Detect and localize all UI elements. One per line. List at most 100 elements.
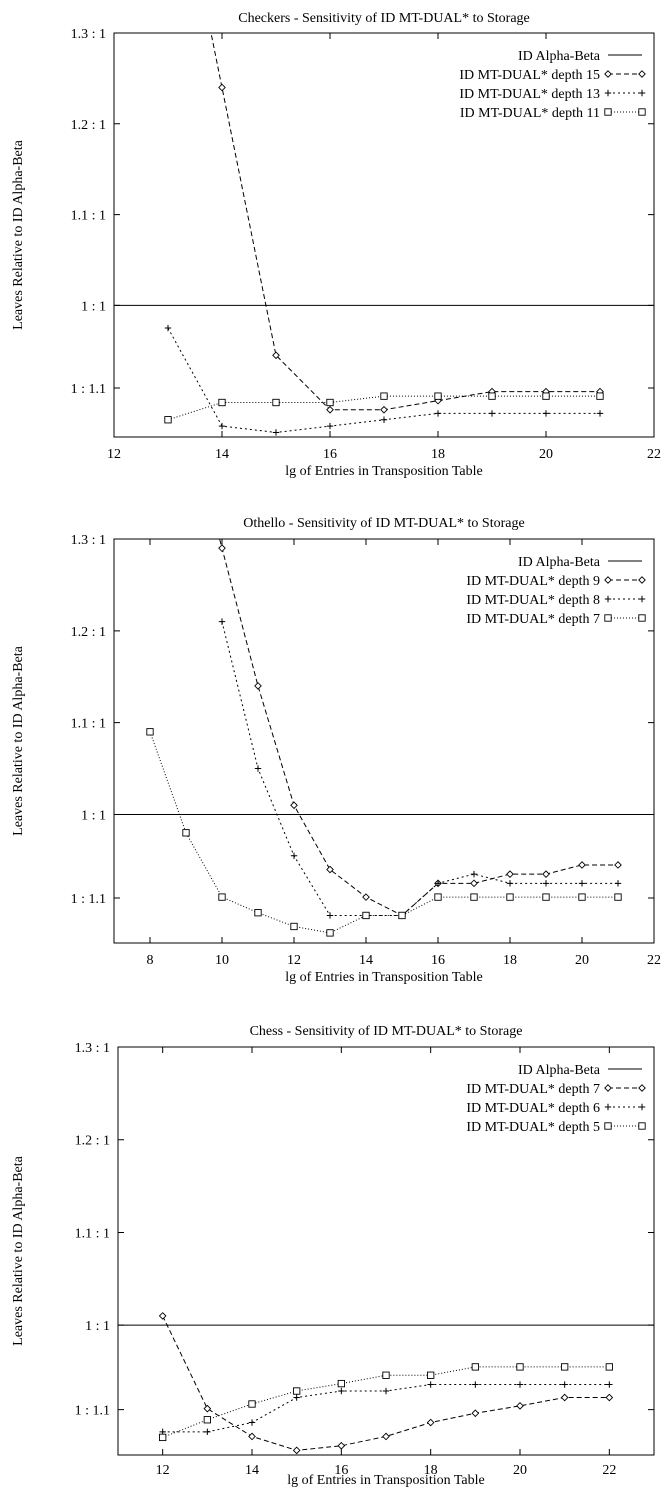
data-point xyxy=(326,865,334,874)
data-point xyxy=(293,1394,300,1401)
x-axis-label: lg of Entries in Transposition Table xyxy=(287,1473,484,1488)
data-point xyxy=(561,1381,568,1388)
chart-title: Othello - Sensitivity of ID MT-DUAL* to … xyxy=(243,516,524,531)
data-point xyxy=(290,801,298,810)
x-tick-label: 18 xyxy=(424,1463,438,1478)
y-tick-label: 1 : 1.1 xyxy=(71,382,106,397)
legend-marker xyxy=(604,108,612,116)
y-axis-label: Leaves Relative to ID Alpha-Beta xyxy=(11,139,26,329)
data-point xyxy=(561,1363,569,1371)
legend-marker xyxy=(638,595,646,603)
y-tick-label: 1.3 : 1 xyxy=(71,533,106,548)
data-point xyxy=(614,861,622,869)
data-point xyxy=(164,416,172,424)
data-point xyxy=(272,351,280,360)
x-axis-label: lg of Entries in Transposition Table xyxy=(285,970,482,985)
legend-marker xyxy=(604,89,612,97)
y-tick-label: 1.2 : 1 xyxy=(71,625,106,640)
data-point xyxy=(254,682,262,690)
data-point xyxy=(506,893,514,901)
legend-marker xyxy=(604,576,612,584)
data-point xyxy=(293,1387,301,1395)
x-tick-label: 10 xyxy=(215,953,229,968)
y-tick-label: 1.3 : 1 xyxy=(71,27,106,42)
x-tick-label: 12 xyxy=(156,1463,170,1478)
data-point xyxy=(488,410,496,417)
plot-area xyxy=(164,33,604,436)
data-point xyxy=(159,1433,167,1442)
data-point xyxy=(218,544,226,553)
legend-marker xyxy=(604,1122,612,1130)
legend-label: ID MT-DUAL* depth 13 xyxy=(459,87,600,102)
data-point xyxy=(382,1371,390,1379)
data-point xyxy=(614,893,622,901)
y-axis-label: Leaves Relative to ID Alpha-Beta xyxy=(11,645,26,835)
data-point xyxy=(338,1387,345,1395)
x-tick-label: 18 xyxy=(503,953,517,968)
data-point xyxy=(218,618,226,625)
legend-marker xyxy=(638,89,646,97)
y-tick-label: 1.3 : 1 xyxy=(75,1041,110,1056)
legend-label: ID Alpha-Beta xyxy=(518,1063,601,1078)
series-line-3 xyxy=(149,731,618,934)
data-point xyxy=(596,392,604,400)
legend-label: ID Alpha-Beta xyxy=(518,555,601,570)
data-point xyxy=(380,416,388,423)
plot-frame xyxy=(113,32,655,438)
y-tick-label: 1 : 1 xyxy=(81,808,106,823)
legend-label: ID MT-DUAL* depth 8 xyxy=(466,593,600,608)
data-point xyxy=(382,1432,390,1441)
x-tick-label: 8 xyxy=(147,953,154,968)
series-line-2 xyxy=(221,621,618,916)
data-point xyxy=(427,1381,434,1388)
y-tick-label: 1.1 : 1 xyxy=(71,209,106,224)
y-tick-label: 1.2 : 1 xyxy=(75,1134,110,1149)
data-point xyxy=(326,422,334,430)
data-point xyxy=(470,893,478,901)
data-point xyxy=(380,392,388,400)
plot-frame xyxy=(113,538,655,944)
data-point xyxy=(605,1363,613,1371)
legend-marker xyxy=(638,70,646,78)
series-line-1 xyxy=(162,1315,610,1451)
data-point xyxy=(471,1409,480,1418)
legend-label: ID MT-DUAL* depth 11 xyxy=(460,106,600,121)
legend-label: ID MT-DUAL* depth 6 xyxy=(466,1101,600,1116)
chart-title: Chess - Sensitivity of ID MT-DUAL* to St… xyxy=(250,1024,523,1039)
plot-area xyxy=(146,539,622,937)
x-tick-label: 12 xyxy=(287,953,301,968)
data-point xyxy=(326,405,334,414)
x-tick-label: 14 xyxy=(215,447,229,462)
data-point xyxy=(182,829,190,837)
data-point xyxy=(248,1400,256,1408)
legend-label: ID MT-DUAL* depth 7 xyxy=(466,1082,600,1097)
data-point xyxy=(337,1379,345,1388)
legend-marker xyxy=(604,595,612,603)
data-point xyxy=(254,909,262,917)
data-point xyxy=(146,728,154,736)
legend-marker xyxy=(604,614,612,622)
data-point xyxy=(542,880,550,887)
chart-panel-3: Chess - Sensitivity of ID MT-DUAL* to St… xyxy=(11,1024,655,1488)
data-point xyxy=(542,870,550,878)
legend-marker xyxy=(638,108,646,116)
data-point xyxy=(292,1446,301,1455)
y-tick-label: 1 : 1 xyxy=(81,299,106,314)
x-tick-label: 14 xyxy=(359,953,373,968)
data-point xyxy=(542,392,550,400)
y-axis-label: Leaves Relative to ID Alpha-Beta xyxy=(11,1155,26,1345)
data-point xyxy=(218,83,226,92)
data-point xyxy=(470,879,478,888)
data-point xyxy=(560,1393,569,1402)
legend-marker xyxy=(638,1103,646,1111)
data-point xyxy=(218,398,226,407)
y-tick-label: 1.2 : 1 xyxy=(71,118,106,133)
data-point xyxy=(380,405,388,414)
legend-label: ID MT-DUAL* depth 7 xyxy=(466,612,600,627)
x-tick-label: 22 xyxy=(647,953,661,968)
plot-frame xyxy=(117,1046,655,1456)
data-point xyxy=(427,1371,435,1379)
data-point xyxy=(164,324,172,332)
data-point xyxy=(158,1312,167,1320)
data-point xyxy=(218,893,226,901)
